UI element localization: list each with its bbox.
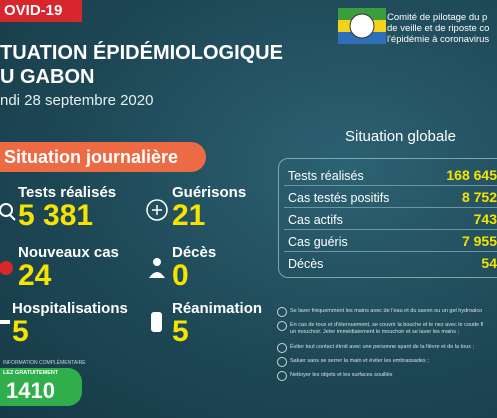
table-label: Cas testés positifs <box>288 191 390 205</box>
advice-line: Se laver fréquemment les mains avec de l… <box>290 308 483 314</box>
stat-value: 5 <box>12 315 29 348</box>
advice-line: Saluer sans se serrer la main et éviter … <box>290 358 429 364</box>
logo <box>338 8 386 44</box>
table-value: 8 752 <box>461 189 497 205</box>
row-separator <box>284 185 497 186</box>
row-separator <box>284 207 497 208</box>
advice-line: Nettoyer les objets et les surfaces soui… <box>290 372 393 378</box>
hotline-call: LEZ GRATUITEMENT <box>3 370 59 376</box>
stat-value: 21 <box>172 199 206 232</box>
advice-line: En cas de toux et d'éternuement, se couv… <box>290 322 484 328</box>
table-label: Cas actifs <box>288 213 343 227</box>
stat-value: 0 <box>172 259 189 292</box>
advice-icon <box>277 357 287 367</box>
advice-line: un mouchoir. Jeter immédiatement le mouc… <box>290 329 460 335</box>
table-value: 168 645 <box>446 167 497 183</box>
table-label: Cas guéris <box>288 235 348 249</box>
hotline-number: 1410 <box>6 378 55 403</box>
table-label: Décès <box>288 257 324 271</box>
title: TUATION ÉPIDÉMIOLOGIQUE <box>0 42 283 64</box>
advice-line: Éviter tout contact étroit avec une pers… <box>290 344 475 350</box>
table-value: 743 <box>473 211 497 227</box>
stat-value: 5 <box>172 315 189 348</box>
advice-icon <box>277 371 287 381</box>
stat-value: 24 <box>18 259 52 292</box>
advice-icon <box>277 321 287 331</box>
badge: OVID-19 <box>0 0 82 22</box>
stat-label: Nouveaux cas <box>18 244 119 261</box>
advice-icon <box>277 343 287 353</box>
stat-value: 5 381 <box>18 199 94 232</box>
table-value: 54 <box>481 255 497 271</box>
row-separator <box>284 229 497 230</box>
section-heading: Situation globale <box>345 128 456 145</box>
committee: Comité de pilotage du p <box>387 12 488 23</box>
note: INFORMATION COMPLÉMENTAIRE <box>3 360 86 366</box>
table-label: Tests réalisés <box>288 169 364 183</box>
committee: de veille et de riposte co <box>387 23 490 34</box>
stat-label: Réanimation <box>172 300 263 317</box>
stat-label: Tests réalisés <box>18 184 117 201</box>
icons <box>0 199 168 332</box>
title: U GABON <box>0 66 95 88</box>
date: ndi 28 septembre 2020 <box>0 92 154 109</box>
advice-icon <box>277 307 287 317</box>
row-separator <box>284 251 497 252</box>
stat-label: Guérisons <box>172 184 247 201</box>
committee: l'épidémie à coronavirus <box>387 34 490 45</box>
stat-label: Hospitalisations <box>12 300 128 317</box>
table-frame <box>278 158 497 278</box>
section-heading: Situation journalière <box>0 142 206 172</box>
hotline-pill <box>0 368 82 406</box>
stat-label: Décès <box>172 244 217 261</box>
table-value: 7 955 <box>461 233 497 249</box>
